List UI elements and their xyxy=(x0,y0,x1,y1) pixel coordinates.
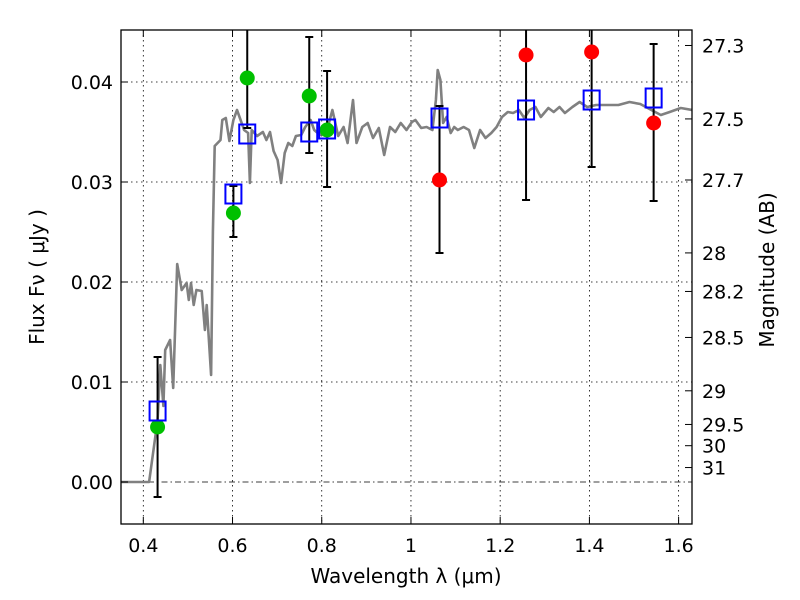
right-tick-label: 29.5 xyxy=(702,414,744,436)
y-tick-label: 0.03 xyxy=(71,172,113,194)
right-tick-label: 27.3 xyxy=(702,35,744,57)
x-tick-label: 0.8 xyxy=(307,535,337,557)
observed-point xyxy=(239,70,255,86)
model-photometry-point xyxy=(582,89,601,111)
right-tick-label: 29 xyxy=(702,381,726,403)
observed-point xyxy=(646,115,662,131)
right-tick-label: 30 xyxy=(702,436,726,458)
model-photometry-point xyxy=(517,99,536,121)
y-tick-label: 0.02 xyxy=(71,272,113,294)
observed-point xyxy=(432,172,448,188)
right-tick-label: 27.5 xyxy=(702,109,744,131)
model-photometry-point xyxy=(318,118,337,140)
observed-point xyxy=(225,205,241,221)
x-tick-label: 1.6 xyxy=(664,535,694,557)
x-tick-label: 0.4 xyxy=(128,535,158,557)
model-photometry-point xyxy=(238,123,257,145)
y-axis-label: Flux Fν ( μJy ) xyxy=(25,209,49,345)
x-tick-label: 0.6 xyxy=(217,535,247,557)
y-tick-label: 0.00 xyxy=(71,472,113,494)
observed-point xyxy=(301,88,317,104)
x-tick-label: 1.4 xyxy=(574,535,604,557)
model-photometry-point xyxy=(430,107,449,129)
grid xyxy=(121,30,692,524)
observed-point xyxy=(584,44,600,60)
right-tick-label: 27.7 xyxy=(702,170,744,192)
x-axis-label: Wavelength λ (μm) xyxy=(310,564,501,588)
model-photometry-point xyxy=(300,121,319,143)
x-tick-label: 1.2 xyxy=(485,535,515,557)
plot-layer xyxy=(121,30,692,498)
model-photometry-point xyxy=(224,183,243,205)
y-tick-label: 0.04 xyxy=(71,72,113,94)
right-tick-label: 28.5 xyxy=(702,327,744,349)
right-tick-label: 28.2 xyxy=(702,281,744,303)
model-photometry-point xyxy=(644,87,663,109)
right-tick-label: 31 xyxy=(702,458,726,480)
observed-point xyxy=(319,122,335,138)
y-tick-label: 0.01 xyxy=(71,372,113,394)
observed-point xyxy=(150,419,166,435)
axis-ticks: 0.4 0.6 0.8 1 1.2 1.4 1.6 0.00 0.01 0.02 0.03 0.04 2… xyxy=(71,30,744,557)
plot-background xyxy=(121,30,692,524)
right-tick-label: 28 xyxy=(702,243,726,265)
x-tick-label: 1 xyxy=(405,535,417,557)
plot-frame xyxy=(120,29,693,525)
y-axis-right-label: Magnitude (AB) xyxy=(755,192,779,347)
observed-point xyxy=(518,47,534,63)
model-spectrum-line xyxy=(121,68,692,484)
model-photometry-point xyxy=(148,400,167,422)
